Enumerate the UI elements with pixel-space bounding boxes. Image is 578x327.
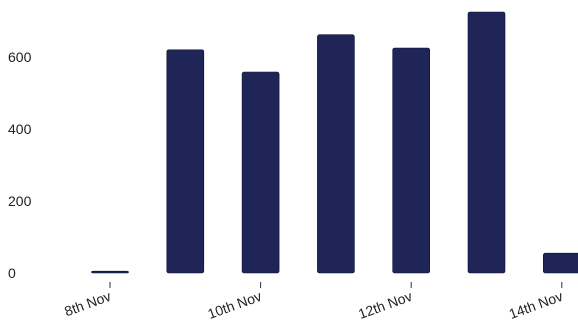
bar-8th-nov [91,270,129,274]
x-tick-label: 12th Nov [356,288,414,322]
y-tick-label: 600 [8,49,32,65]
y-tick-label: 0 [8,265,16,281]
x-tick-label: 10th Nov [205,288,263,322]
bar-10th-nov [241,71,280,274]
y-tick-label: 400 [8,121,32,137]
x-axis: 8th Nov 10th Nov 12th Nov 14th Nov [62,282,565,322]
x-tick-label: 14th Nov [507,288,565,322]
bar-11th-nov [317,34,355,274]
bar-14th-nov [543,252,578,274]
x-tick-label: 8th Nov [62,288,113,320]
bar-9th-nov [166,49,205,274]
y-axis: 0 200 400 600 [8,49,32,281]
y-tick-label: 200 [8,193,32,209]
bar-13th-nov [467,11,506,274]
bar-12th-nov [392,47,431,274]
bars [91,11,578,274]
